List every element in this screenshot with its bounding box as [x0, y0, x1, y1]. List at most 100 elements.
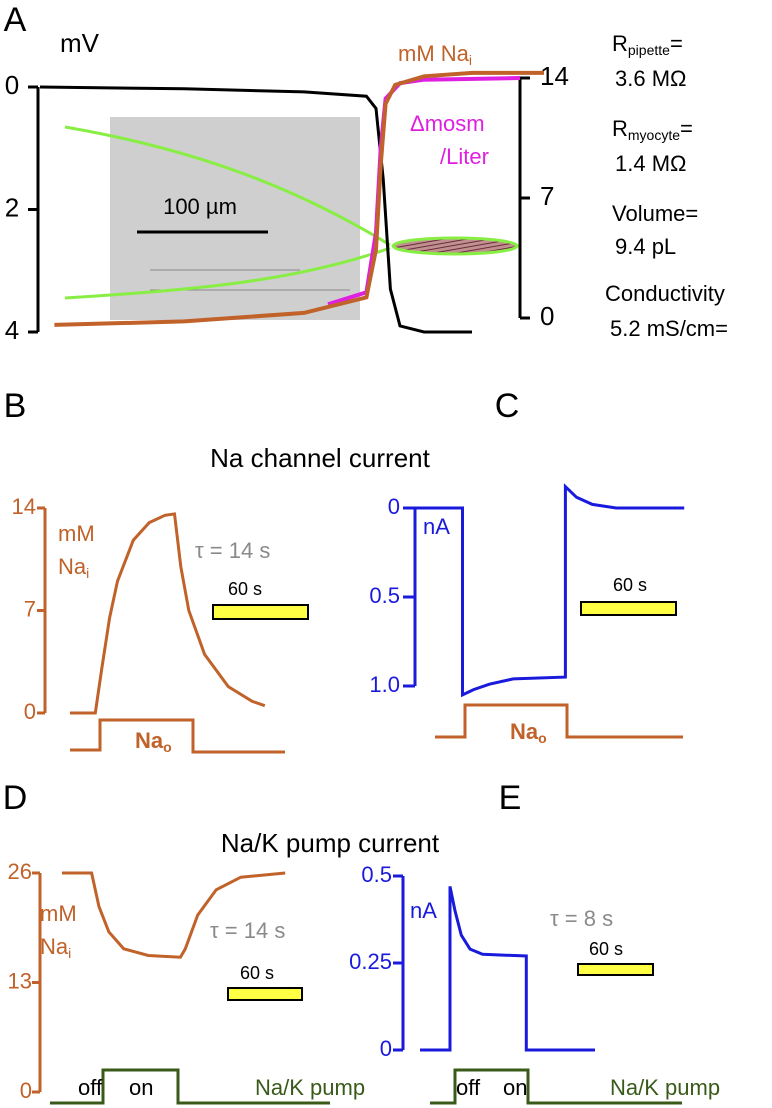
y-axis-label: mM — [40, 901, 77, 926]
y-axis-label-part: i — [86, 565, 89, 581]
chart-title: Na channel current — [210, 443, 430, 473]
protocol-label-part: o — [163, 739, 172, 755]
y-axis-label: nA — [423, 514, 450, 539]
protocol-trace — [50, 1068, 330, 1105]
panel-label: D — [3, 779, 28, 817]
y-tick-label: 0.25 — [349, 949, 392, 974]
panel-label: C — [495, 387, 520, 425]
scale-bar-label: 60 s — [613, 575, 647, 595]
y-axis-label-part: Na — [58, 554, 87, 579]
y-tick-label: 0 — [388, 494, 400, 519]
protocol-trace — [70, 718, 285, 754]
protocol-label: Nao — [135, 728, 172, 755]
protocol-label-part: on — [129, 1075, 153, 1100]
data-line — [54, 70, 544, 327]
y-tick-label: 4 — [5, 315, 19, 345]
y-axis-label-part: i — [68, 945, 71, 961]
annotation-label-part: Conductivity — [605, 281, 725, 306]
protocol-label-part: off — [78, 1075, 103, 1100]
annotation-label: Volume= — [612, 201, 698, 226]
y-axis-label: Nai — [58, 554, 89, 581]
y-tick-label: 0.5 — [361, 862, 392, 887]
protocol-label-part: Na — [135, 728, 164, 753]
scale-bar-label: 60 s — [228, 579, 262, 599]
y2-axis-label: mM Nai — [398, 41, 472, 68]
y-tick-label: 1.0 — [369, 672, 400, 697]
panel-label: E — [499, 779, 522, 817]
y-axis-label: mM — [58, 521, 95, 546]
annotation-label: Conductivity — [605, 281, 725, 306]
data-line — [62, 871, 286, 959]
annotation-value: 9.4 pL — [615, 234, 676, 259]
data-line — [420, 886, 595, 1052]
annotation-label-part: pipette — [628, 42, 670, 58]
protocol-label-part: Na — [510, 719, 539, 744]
y2-tick-label: 7 — [540, 181, 554, 211]
data-line — [70, 512, 266, 715]
y2-tick-label: 14 — [540, 61, 569, 91]
y-tick-label: 7 — [24, 596, 36, 621]
y-tick-label: 0 — [24, 699, 36, 724]
protocol-label: off — [456, 1075, 481, 1100]
y-axis-label: Nai — [40, 934, 71, 961]
tau-annotation: τ = 8 s — [550, 906, 613, 931]
scale-bar — [577, 963, 654, 976]
series-label: Δmosm — [410, 111, 485, 136]
protocol-label-part: o — [538, 730, 547, 746]
y-tick-label: 0.5 — [369, 583, 400, 608]
pipette-outline — [64, 125, 391, 247]
scale-bar — [212, 604, 309, 620]
y-axis-label: nA — [410, 898, 437, 923]
protocol-label: Nao — [510, 719, 547, 746]
panel-label: B — [4, 387, 27, 425]
protocol-label-part: Na/K pump — [255, 1075, 365, 1100]
y-tick-label: 2 — [5, 192, 19, 222]
y-tick-label: 0 — [5, 70, 19, 100]
chart-title: Na/K pump current — [221, 828, 440, 858]
y2-axis-label-part: mM Na — [398, 41, 470, 66]
y2-axis-label-part: i — [469, 52, 472, 68]
scale-bar-label: 60 s — [589, 939, 623, 959]
data-line — [415, 483, 685, 698]
annotation-value: 5.2 mS/cm= — [610, 316, 728, 341]
protocol-label: on — [503, 1075, 527, 1100]
annotation-label-part: R — [612, 31, 628, 56]
y-tick-label: 14 — [12, 494, 36, 519]
annotation-label-part: = — [670, 31, 683, 56]
scale-bar — [580, 601, 677, 616]
tau-annotation: τ = 14 s — [210, 918, 285, 943]
annotation-label-part: R — [612, 116, 628, 141]
protocol-trace — [435, 703, 683, 739]
annotation-label-part: = — [680, 116, 693, 141]
annotation-value: 1.4 MΩ — [615, 151, 686, 176]
annotation-label-part: myocyte — [628, 127, 680, 143]
annotation-value: 3.6 MΩ — [615, 66, 686, 91]
micrograph-scale-label: 100 µm — [163, 194, 237, 219]
annotation-label: Rpipette= — [612, 31, 683, 58]
y-axis-label: mV — [60, 28, 100, 58]
tau-annotation: τ = 14 s — [195, 538, 270, 563]
scale-bar — [227, 987, 303, 1001]
y-tick-label: 26 — [8, 859, 32, 884]
pipette-outline — [64, 246, 391, 300]
series-label: /Liter — [440, 144, 489, 169]
annotation-label: Rmyocyte= — [612, 116, 693, 143]
protocol-label: off — [78, 1075, 103, 1100]
y-tick-label: 0 — [20, 1078, 32, 1103]
protocol-label: Na/K pump — [610, 1075, 720, 1100]
annotation-label-part: Volume= — [612, 201, 698, 226]
micrograph — [110, 117, 360, 320]
protocol-label-part: on — [503, 1075, 527, 1100]
scale-bar-label: 60 s — [240, 963, 274, 983]
protocol-label: Na/K pump — [255, 1075, 365, 1100]
protocol-trace — [430, 1068, 682, 1105]
protocol-label-part: off — [456, 1075, 481, 1100]
myocyte — [391, 236, 519, 256]
y2-tick-label: 0 — [540, 301, 554, 331]
y-tick-label: 13 — [8, 968, 32, 993]
y-tick-label: 0 — [380, 1036, 392, 1061]
protocol-label: on — [129, 1075, 153, 1100]
protocol-label-part: Na/K pump — [610, 1075, 720, 1100]
y-axis-label-part: Na — [40, 934, 69, 959]
